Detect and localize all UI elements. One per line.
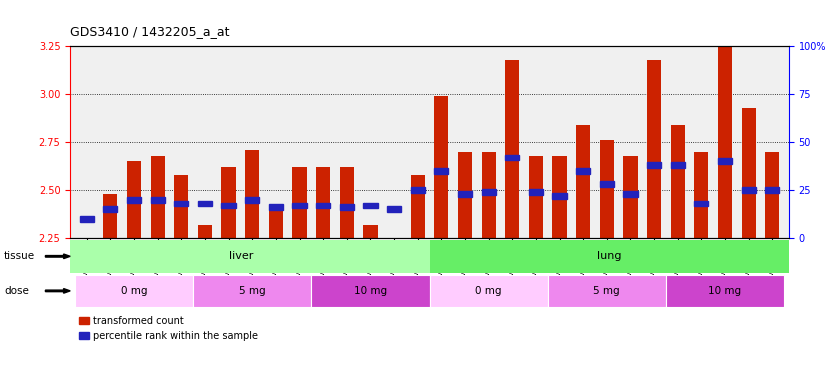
Bar <box>411 187 425 193</box>
Bar <box>742 108 756 238</box>
Bar <box>553 156 567 238</box>
Bar <box>103 207 117 212</box>
Bar <box>198 201 212 207</box>
Bar <box>103 194 117 238</box>
Bar <box>434 168 449 174</box>
Bar <box>292 203 306 208</box>
Bar <box>506 155 520 161</box>
Bar <box>387 238 401 248</box>
Bar <box>765 152 780 238</box>
Bar <box>363 225 377 238</box>
Bar <box>624 156 638 238</box>
Bar <box>339 167 354 238</box>
Bar <box>316 167 330 238</box>
Bar <box>245 197 259 203</box>
Bar <box>75 275 193 307</box>
Bar <box>671 125 685 238</box>
Bar <box>411 175 425 238</box>
Text: liver: liver <box>230 251 254 262</box>
Bar <box>174 175 188 238</box>
Bar <box>647 162 661 168</box>
Text: 5 mg: 5 mg <box>594 286 620 296</box>
Bar <box>339 204 354 210</box>
Bar <box>600 140 614 238</box>
Bar <box>529 156 543 238</box>
Bar <box>79 238 94 248</box>
Bar <box>458 152 472 238</box>
Bar <box>127 197 141 203</box>
Bar <box>695 152 709 238</box>
Bar <box>482 152 496 238</box>
Bar <box>529 189 543 195</box>
Bar <box>387 207 401 212</box>
Bar <box>221 203 235 208</box>
Bar <box>268 207 283 238</box>
Bar <box>458 191 472 197</box>
Bar <box>548 275 666 307</box>
Text: 0 mg: 0 mg <box>121 286 147 296</box>
Bar <box>311 275 430 307</box>
Text: 5 mg: 5 mg <box>239 286 265 296</box>
Bar <box>150 156 164 238</box>
Bar <box>765 187 780 193</box>
Bar <box>695 201 709 207</box>
Bar <box>292 167 306 238</box>
Bar <box>316 203 330 208</box>
Bar <box>718 46 732 238</box>
Bar <box>647 60 661 238</box>
Bar <box>434 96 449 238</box>
Bar <box>79 216 94 222</box>
Bar <box>430 275 548 307</box>
Text: tissue: tissue <box>4 251 36 262</box>
Bar <box>245 150 259 238</box>
Legend: transformed count, percentile rank within the sample: transformed count, percentile rank withi… <box>75 312 262 344</box>
Bar <box>363 203 377 208</box>
Text: 0 mg: 0 mg <box>476 286 502 296</box>
Text: 10 mg: 10 mg <box>354 286 387 296</box>
Bar <box>193 275 311 307</box>
Bar <box>268 204 283 210</box>
Text: dose: dose <box>4 286 29 296</box>
Bar <box>624 191 638 197</box>
Bar <box>430 240 789 273</box>
Text: GDS3410 / 1432205_a_at: GDS3410 / 1432205_a_at <box>70 25 230 38</box>
Bar <box>221 167 235 238</box>
Bar <box>553 193 567 199</box>
Bar <box>718 159 732 164</box>
Bar <box>70 240 430 273</box>
Bar <box>150 197 164 203</box>
Bar <box>576 125 591 238</box>
Bar <box>506 60 520 238</box>
Bar <box>198 225 212 238</box>
Bar <box>482 189 496 195</box>
Bar <box>671 162 685 168</box>
Text: 10 mg: 10 mg <box>709 286 742 296</box>
Bar <box>742 187 756 193</box>
Text: lung: lung <box>597 251 621 262</box>
Bar <box>600 182 614 187</box>
Bar <box>576 168 591 174</box>
Bar <box>174 201 188 207</box>
Bar <box>666 275 784 307</box>
Bar <box>127 161 141 238</box>
